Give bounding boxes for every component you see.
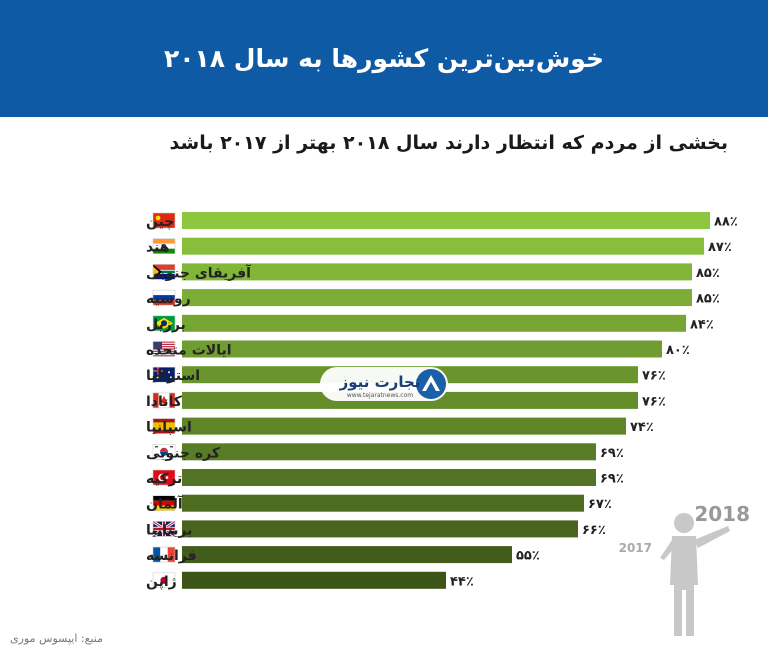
turkey-flag-icon bbox=[152, 469, 176, 486]
value-label: ۴۴٪ bbox=[450, 574, 474, 589]
value-label: ۷۴٪ bbox=[630, 420, 654, 435]
germany-flag-icon bbox=[152, 495, 176, 512]
category-label: بریتانیا bbox=[146, 522, 192, 538]
value-label: ۸۷٪ bbox=[708, 240, 732, 255]
category-label: ژاپن bbox=[146, 574, 177, 590]
value-label: ۷۶٪ bbox=[642, 369, 666, 384]
value-label: ۸۸٪ bbox=[714, 215, 738, 230]
bar-4 bbox=[182, 314, 686, 332]
value-label: ۷۶٪ bbox=[642, 394, 666, 409]
category-label: کانادا bbox=[146, 394, 183, 410]
value-label: ۶۶٪ bbox=[582, 523, 606, 538]
south-africa-flag-icon bbox=[152, 264, 176, 280]
category-label: ایالات متحده bbox=[146, 343, 232, 359]
bar-0 bbox=[182, 212, 710, 229]
value-label: ۶۹٪ bbox=[600, 472, 624, 487]
value-label: ۸۴٪ bbox=[690, 317, 714, 332]
category-label: روسیه bbox=[146, 291, 191, 307]
bar-13 bbox=[182, 546, 512, 564]
svg-text:تجارت نیوز: تجارت نیوز bbox=[339, 373, 421, 391]
category-label: استرالیا bbox=[146, 368, 200, 384]
bar-12 bbox=[182, 520, 578, 538]
chart-title: خوش‌بین‌ترین کشورها به سال ۲۰۱۸ bbox=[164, 44, 604, 73]
south-korea-flag-icon bbox=[152, 443, 176, 460]
source-note: منبع: ایپسوس موری bbox=[10, 632, 103, 645]
category-label: اسپانیا bbox=[146, 420, 192, 436]
china-flag-icon bbox=[152, 212, 176, 229]
japan-flag-icon bbox=[152, 572, 176, 589]
uk-flag-icon bbox=[152, 520, 176, 538]
australia-flag-icon bbox=[152, 366, 176, 383]
value-label: ۵۵٪ bbox=[516, 549, 540, 564]
bar-11 bbox=[182, 494, 584, 512]
value-label: ۶۹٪ bbox=[600, 446, 624, 461]
value-label: ۸۵٪ bbox=[696, 292, 720, 307]
bar-5 bbox=[182, 340, 662, 358]
header-banner bbox=[0, 0, 768, 117]
brazil-flag-icon bbox=[152, 315, 176, 332]
category-label: برزیل bbox=[146, 317, 186, 333]
chart-subtitle: بخشی از مردم که انتظار دارند سال ۲۰۱۸ به… bbox=[169, 132, 728, 154]
france-flag-icon bbox=[152, 546, 176, 563]
year-2018-label: 2018 bbox=[694, 502, 750, 526]
usa-flag-icon bbox=[152, 341, 176, 357]
category-label: ترکیه bbox=[146, 471, 182, 487]
category-label: کره جنوبی bbox=[146, 445, 221, 461]
spain-flag-icon bbox=[152, 418, 176, 434]
bar-9 bbox=[182, 443, 596, 461]
tejarat-news-logo: تجارت نیوز www.tejaratnews.com bbox=[320, 367, 448, 401]
category-label: هند bbox=[146, 240, 170, 256]
bar-8 bbox=[182, 417, 626, 435]
year-2017-label: 2017 bbox=[619, 541, 652, 555]
india-flag-icon bbox=[152, 238, 176, 254]
value-label: ۶۷٪ bbox=[588, 497, 612, 512]
category-label: آلمان bbox=[146, 495, 184, 513]
svg-text:www.tejaratnews.com: www.tejaratnews.com bbox=[347, 392, 413, 399]
bar-10 bbox=[182, 469, 596, 486]
person-pointing-illustration: 2018 2017 bbox=[619, 502, 750, 636]
bar-2 bbox=[182, 263, 692, 281]
bar-3 bbox=[182, 289, 692, 307]
bar-1 bbox=[182, 237, 704, 255]
canada-flag-icon bbox=[152, 392, 176, 409]
russia-flag-icon bbox=[152, 289, 176, 306]
bar-14 bbox=[182, 571, 446, 589]
category-label: آفریقای جنوبی bbox=[146, 263, 252, 281]
value-label: ۸۵٪ bbox=[696, 266, 720, 281]
category-label: چین bbox=[146, 214, 174, 230]
value-label: ۸۰٪ bbox=[666, 343, 690, 358]
category-label: فرانسه bbox=[146, 548, 197, 564]
